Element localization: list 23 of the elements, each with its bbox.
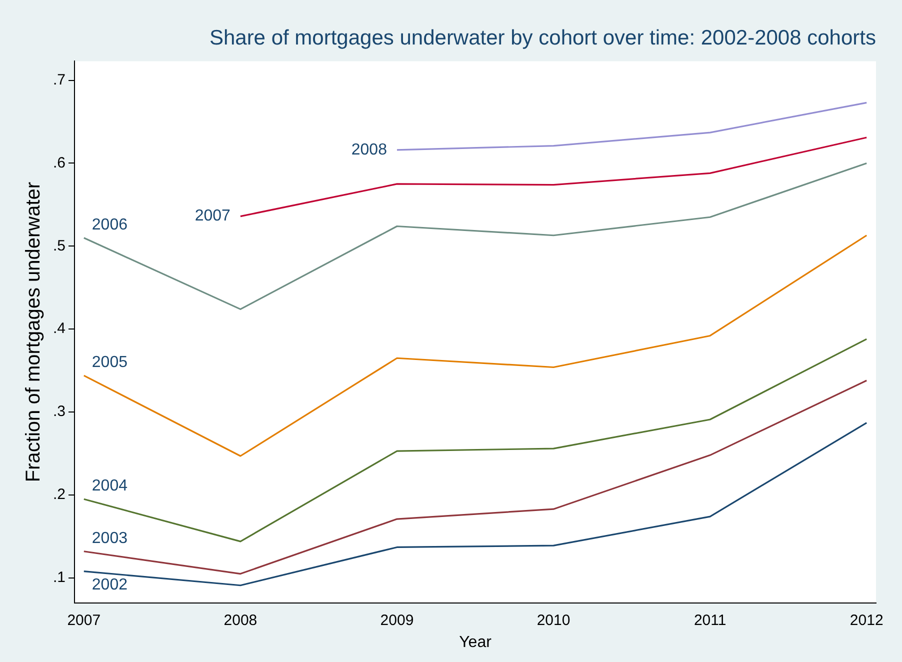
y-tick-label: .7 xyxy=(52,71,66,88)
y-tick-label: .1 xyxy=(52,569,66,586)
y-tick-label: .4 xyxy=(52,320,66,338)
x-tick-label: 2009 xyxy=(380,612,414,629)
series-label: 2003 xyxy=(92,530,128,547)
y-tick-label: .3 xyxy=(52,403,66,420)
series-label: 2002 xyxy=(92,576,128,594)
series-label: 2005 xyxy=(92,354,128,371)
series-label: 2008 xyxy=(351,141,388,158)
x-tick-label: 2008 xyxy=(224,612,258,629)
x-tick-label: 2011 xyxy=(694,612,726,629)
series-label: 2006 xyxy=(92,216,128,234)
x-tick-label: 2012 xyxy=(850,612,884,629)
y-axis-title: Fraction of mortgages underwater xyxy=(22,182,45,482)
chart-title: Share of mortgages underwater by cohort over time: 2002-2008 cohorts xyxy=(209,26,876,50)
y-tick-label: .5 xyxy=(52,237,66,254)
series-label: 2004 xyxy=(92,478,128,495)
series-label: 2007 xyxy=(194,208,231,225)
x-tick-label: 2010 xyxy=(536,612,570,629)
y-tick-label: .2 xyxy=(52,486,66,504)
x-axis-title: Year xyxy=(459,634,492,651)
y-tick-label: .6 xyxy=(52,154,66,172)
x-tick-label: 2007 xyxy=(67,612,101,629)
